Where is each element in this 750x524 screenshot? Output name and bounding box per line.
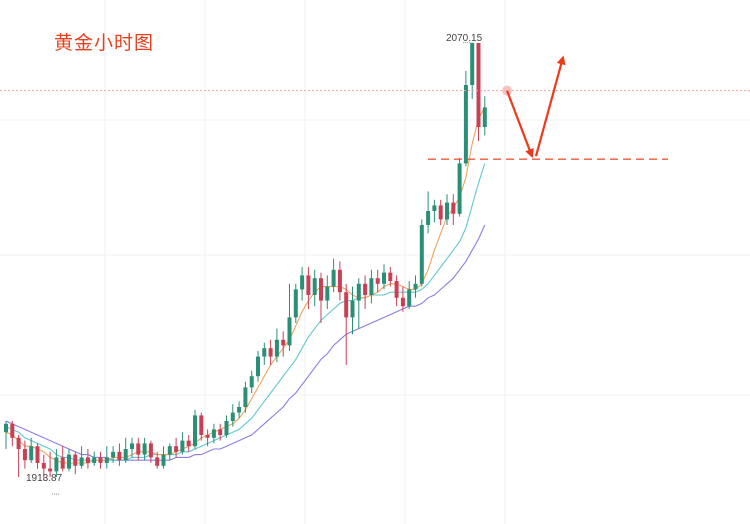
candle-down <box>117 451 122 461</box>
candle-up <box>413 283 418 290</box>
candle-down <box>199 415 204 435</box>
candle-down <box>60 457 65 469</box>
candle-up <box>331 269 336 287</box>
candle-up <box>243 387 248 407</box>
candle-up <box>482 107 487 127</box>
candle-down <box>16 437 21 449</box>
candle-down <box>375 278 380 284</box>
candle-up <box>325 286 330 301</box>
candle-up <box>457 163 462 214</box>
candle-down <box>394 281 399 298</box>
candle-up <box>356 283 361 301</box>
candle-down <box>306 275 311 295</box>
candle-up <box>230 412 235 421</box>
candle-up <box>4 423 8 433</box>
candle-up <box>287 317 292 346</box>
candle-down <box>22 449 27 461</box>
candle-up <box>92 457 97 463</box>
ma-slow-line <box>5 224 486 461</box>
candle-up <box>104 457 109 463</box>
candle-down <box>155 457 160 466</box>
down-arrow <box>505 90 534 159</box>
candle-up <box>193 415 197 447</box>
candle-up <box>312 278 317 295</box>
candle-up <box>29 446 34 461</box>
candle-up <box>167 446 172 455</box>
candle-down <box>400 297 405 307</box>
candle-down <box>388 272 393 281</box>
candle-up <box>445 202 449 220</box>
up-arrow <box>534 55 566 157</box>
candle-down <box>281 339 286 346</box>
candle-up <box>407 289 412 307</box>
candle-up <box>130 443 134 449</box>
candle-up <box>224 421 229 435</box>
candle-up <box>161 454 166 466</box>
ma-mid-line <box>5 163 486 461</box>
candle-up <box>67 454 71 469</box>
candle-down <box>85 457 90 463</box>
candle-down <box>344 292 349 318</box>
candle-up <box>256 356 260 377</box>
candle-up <box>274 339 279 357</box>
projection-arrows <box>505 55 566 159</box>
candle-up <box>300 275 305 290</box>
price-levels <box>0 42 750 495</box>
candle-up <box>369 278 374 295</box>
chart-title: 黄金小时图 <box>54 32 155 54</box>
candle-up <box>249 376 254 388</box>
candle-down <box>451 202 456 214</box>
candle-down <box>41 463 46 469</box>
candle-up <box>211 429 216 438</box>
candlestick-series <box>4 42 487 480</box>
candle-down <box>148 443 153 458</box>
high-price-label: 2070.15 <box>446 33 483 44</box>
candle-up <box>54 457 59 472</box>
candle-up <box>426 211 431 225</box>
candle-up <box>419 225 424 284</box>
candle-down <box>186 440 191 447</box>
candle-up <box>123 449 128 461</box>
candle-up <box>262 348 267 357</box>
candle-down <box>48 468 53 472</box>
candle-up <box>111 451 116 458</box>
candle-down <box>10 423 15 438</box>
candle-up <box>470 43 475 85</box>
candle-up <box>237 407 242 413</box>
candle-down <box>268 348 273 357</box>
candle-down <box>337 269 342 293</box>
candle-down <box>438 205 443 220</box>
candle-down <box>35 446 40 463</box>
low-price-label: 1913.87 <box>26 473 63 484</box>
candle-down <box>136 443 141 455</box>
candle-up <box>293 289 298 318</box>
candle-up <box>79 457 84 466</box>
candle-down <box>476 43 481 127</box>
candle-down <box>174 446 179 452</box>
candle-down <box>73 454 78 466</box>
candle-down <box>98 457 103 463</box>
candle-up <box>142 443 147 455</box>
candle-down <box>218 429 223 435</box>
candle-up <box>350 300 355 318</box>
candle-down <box>363 283 368 295</box>
candle-up <box>463 85 468 164</box>
candle-up <box>180 440 185 452</box>
candle-up <box>432 205 437 211</box>
candle-up <box>382 272 386 284</box>
candle-down <box>319 278 323 301</box>
candle-down <box>205 435 210 438</box>
